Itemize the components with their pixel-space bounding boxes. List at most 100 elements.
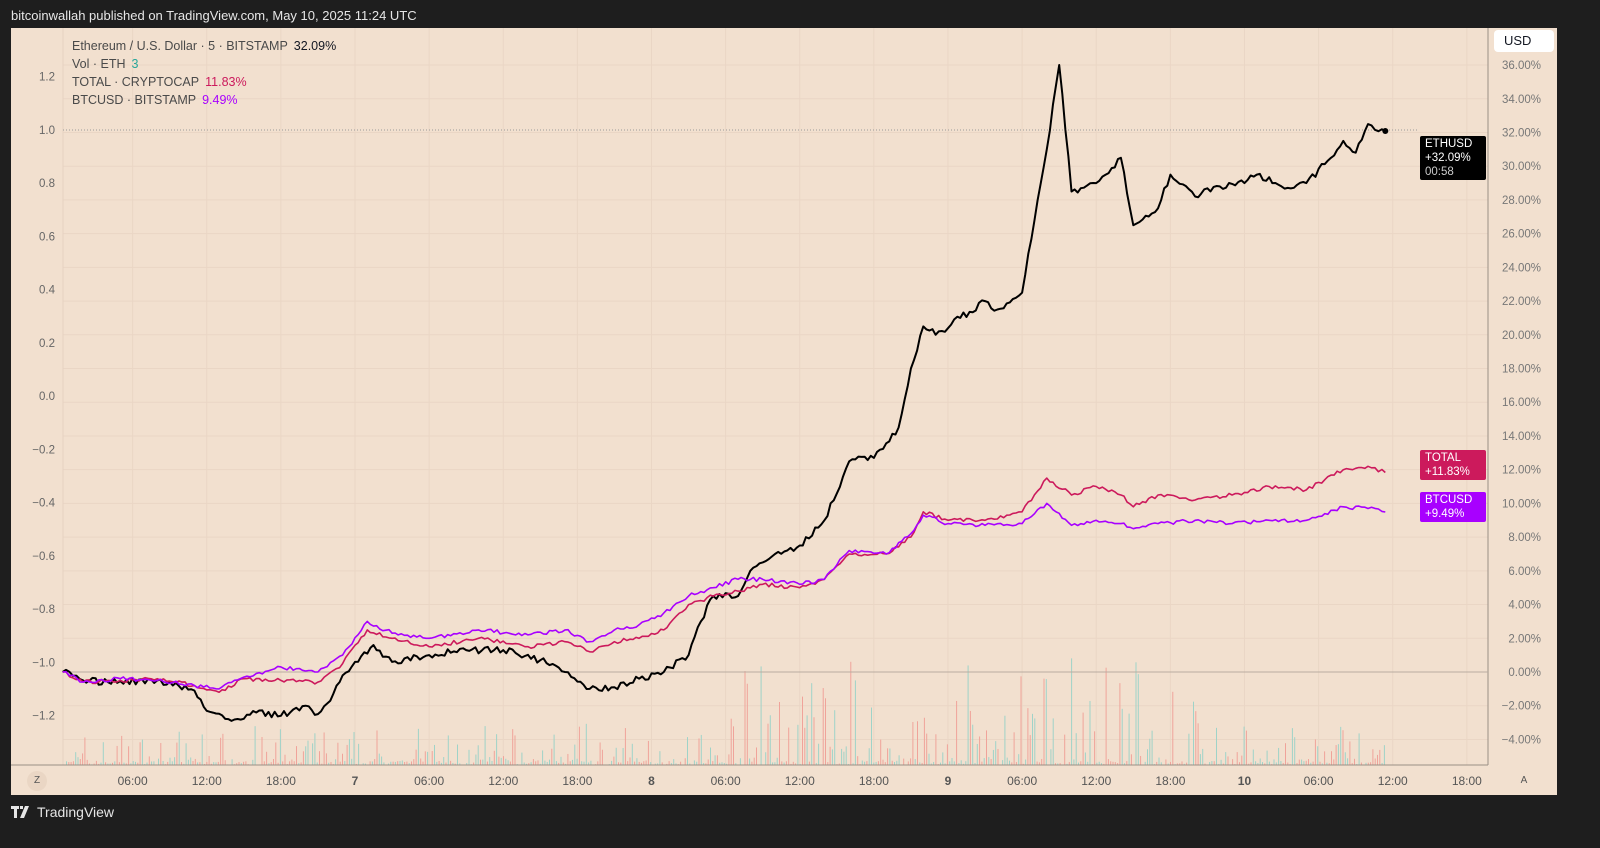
volume-bar	[1342, 730, 1344, 765]
legend-total[interactable]: TOTAL · CRYPTOCAP 11.83%	[72, 75, 247, 89]
volume-bar	[371, 761, 373, 765]
volume-bar	[199, 762, 201, 765]
volume-bar	[217, 761, 219, 765]
volume-bar	[873, 762, 875, 765]
volume-bar	[1268, 761, 1270, 765]
volume-bar	[70, 761, 72, 765]
volume-bar	[627, 761, 629, 765]
volume-bar	[749, 758, 751, 765]
zoom-reset-button[interactable]: Z	[27, 771, 47, 791]
legend-volume[interactable]: Vol · ETH 3	[72, 57, 139, 71]
volume-bar	[1105, 667, 1107, 765]
volume-bar	[1193, 701, 1194, 765]
x-tick-label: 06:00	[711, 774, 741, 788]
volume-bar	[1372, 749, 1374, 765]
volume-bar	[261, 736, 263, 765]
volume-bar	[1020, 676, 1022, 765]
volume-bar	[420, 758, 422, 765]
volume-bar	[997, 748, 999, 765]
volume-bar	[114, 761, 116, 765]
volume-bar	[675, 763, 677, 765]
volume-bar	[1291, 728, 1293, 765]
volume-bar	[707, 759, 709, 765]
right-tick-label: 26.00%	[1502, 229, 1541, 241]
x-tick-label: 18:00	[1155, 774, 1185, 788]
volume-bar	[956, 700, 958, 765]
volume-bar	[222, 733, 224, 765]
volume-bar	[958, 763, 960, 765]
volume-bar	[532, 759, 534, 765]
volume-bar	[825, 698, 826, 765]
volume-bar	[549, 759, 550, 765]
volume-bar	[79, 759, 81, 765]
volume-bar	[146, 762, 148, 765]
volume-bar	[760, 666, 762, 765]
volume-bar	[1027, 708, 1029, 765]
volume-bar	[912, 721, 914, 765]
legend-btc[interactable]: BTCUSD · BITSTAMP 9.49%	[72, 93, 238, 107]
volume-bar	[95, 760, 97, 765]
right-tick-label: 16.00%	[1502, 397, 1541, 409]
right-tick-label: 24.00%	[1502, 262, 1541, 274]
volume-bar	[503, 756, 504, 765]
volume-bar	[174, 757, 176, 765]
volume-bar	[588, 762, 590, 765]
volume-bar	[815, 762, 817, 765]
volume-bar	[1149, 738, 1151, 765]
volume-bar	[1354, 758, 1355, 765]
volume-bar	[1110, 761, 1112, 765]
volume-bar	[969, 710, 971, 765]
volume-bar	[806, 715, 808, 765]
legend-eth[interactable]: Ethereum / U.S. Dollar · 5 · BITSTAMP 32.…	[72, 39, 337, 53]
volume-bar	[797, 724, 799, 765]
volume-bar	[139, 742, 141, 765]
volume-bar	[346, 744, 348, 765]
volume-bar	[960, 760, 962, 765]
volume-bar	[1310, 762, 1312, 765]
volume-bar	[756, 747, 757, 765]
x-tick-label: 9	[945, 774, 952, 788]
volume-bar	[544, 760, 546, 765]
volume-bar	[415, 749, 417, 765]
volume-bar	[792, 761, 794, 765]
volume-bar	[689, 763, 691, 765]
volume-bar	[1232, 759, 1234, 765]
volume-bar	[1055, 763, 1056, 765]
volume-bar	[135, 761, 136, 765]
x-tick-label: 06:00	[414, 774, 444, 788]
eth-series-label: ETHUSD	[1425, 138, 1473, 150]
volume-bar	[866, 761, 868, 765]
volume-bar	[804, 727, 806, 765]
volume-bar	[445, 762, 447, 765]
x-tick-label: 8	[648, 774, 655, 788]
auto-scale-button[interactable]: A	[1520, 775, 1528, 786]
chart-frame[interactable]	[11, 28, 1557, 795]
volume-bar	[949, 761, 951, 765]
volume-bar	[967, 665, 969, 765]
volume-bar	[666, 763, 668, 765]
grid	[63, 28, 1488, 765]
volume-bar	[169, 757, 171, 765]
volume-bar	[572, 759, 573, 765]
volume-bar	[401, 760, 403, 765]
volume-bar	[979, 736, 981, 765]
volume-bar	[684, 758, 686, 765]
volume-bar	[452, 762, 454, 765]
volume-bar	[634, 761, 636, 765]
footer-brand[interactable]: TradingView	[11, 804, 114, 820]
volume-bar	[1312, 761, 1314, 765]
volume-bar	[1002, 760, 1004, 765]
volume-bar	[325, 753, 327, 765]
volume-bar	[1275, 762, 1277, 765]
volume-bar	[1370, 762, 1372, 765]
volume-bar	[963, 763, 964, 765]
volume-bar	[818, 743, 820, 765]
volume-bar	[884, 762, 886, 765]
volume-bar	[1075, 733, 1077, 765]
volume-bar	[988, 757, 990, 765]
volume-bar	[638, 761, 640, 765]
currency-button[interactable]: USD	[1494, 30, 1554, 52]
volume-bar	[1324, 751, 1326, 765]
volume-bar	[1103, 763, 1105, 765]
